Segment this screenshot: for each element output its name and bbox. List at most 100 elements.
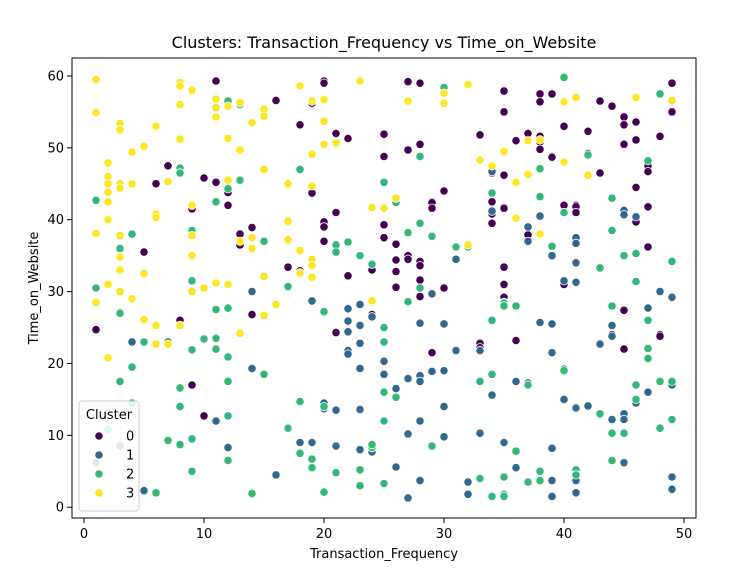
point-cluster-1 <box>667 472 677 482</box>
point-cluster-3 <box>631 92 641 103</box>
point-cluster-3 <box>283 216 293 226</box>
point-cluster-3 <box>307 149 317 159</box>
point-cluster-0 <box>331 327 341 338</box>
point-cluster-2 <box>247 488 257 499</box>
point-cluster-1 <box>559 276 569 286</box>
point-cluster-1 <box>427 366 437 376</box>
point-cluster-3 <box>187 286 197 297</box>
point-cluster-3 <box>463 80 473 90</box>
point-cluster-3 <box>259 111 269 121</box>
point-cluster-3 <box>535 135 545 145</box>
point-cluster-3 <box>139 314 149 325</box>
point-cluster-2 <box>139 337 149 347</box>
point-cluster-0 <box>535 89 545 99</box>
point-cluster-2 <box>199 334 209 344</box>
point-cluster-2 <box>559 366 569 376</box>
point-cluster-1 <box>391 383 401 394</box>
point-cluster-0 <box>199 411 209 421</box>
y-axis-ticks: 0 10 20 30 40 50 60 <box>47 69 72 516</box>
point-cluster-1 <box>439 319 449 329</box>
point-cluster-1 <box>451 345 461 356</box>
point-cluster-2 <box>607 455 617 466</box>
point-cluster-2 <box>403 297 413 307</box>
y-tick-label: 50 <box>47 141 64 156</box>
point-cluster-0 <box>343 133 353 144</box>
point-cluster-2 <box>223 455 233 466</box>
point-cluster-1 <box>547 443 557 453</box>
point-cluster-0 <box>643 167 653 177</box>
point-cluster-2 <box>535 466 545 476</box>
point-cluster-1 <box>667 292 677 302</box>
point-cluster-0 <box>499 279 509 289</box>
point-cluster-3 <box>139 141 149 151</box>
point-cluster-3 <box>403 96 413 106</box>
point-cluster-1 <box>463 489 473 499</box>
legend-label-3: 3 <box>126 487 134 502</box>
point-cluster-1 <box>463 477 473 487</box>
point-cluster-0 <box>403 254 413 264</box>
point-cluster-3 <box>475 155 485 165</box>
point-cluster-0 <box>499 203 509 213</box>
point-cluster-2 <box>331 247 341 257</box>
point-cluster-0 <box>223 200 233 210</box>
point-cluster-1 <box>343 349 353 359</box>
point-cluster-3 <box>559 97 569 107</box>
point-cluster-2 <box>487 369 497 379</box>
point-cluster-1 <box>415 475 425 486</box>
point-cluster-0 <box>211 76 221 86</box>
point-cluster-3 <box>523 136 533 146</box>
point-cluster-2 <box>355 465 365 475</box>
point-cluster-0 <box>211 177 221 187</box>
point-cluster-0 <box>475 130 485 140</box>
legend-marker-1 <box>94 450 104 460</box>
point-cluster-3 <box>283 235 293 245</box>
point-cluster-3 <box>103 197 113 207</box>
point-cluster-1 <box>343 316 353 326</box>
point-cluster-0 <box>643 202 653 212</box>
point-cluster-2 <box>91 195 101 205</box>
point-cluster-2 <box>367 440 377 450</box>
point-cluster-2 <box>235 175 245 185</box>
point-cluster-1 <box>547 475 557 486</box>
chart-title: Clusters: Transaction_Frequency vs Time_… <box>172 33 597 53</box>
point-cluster-2 <box>559 207 569 218</box>
y-tick-label: 30 <box>47 285 64 300</box>
point-cluster-2 <box>499 472 509 482</box>
point-cluster-2 <box>535 192 545 202</box>
point-cluster-3 <box>91 75 101 85</box>
point-cluster-1 <box>547 319 557 329</box>
point-cluster-1 <box>379 356 389 366</box>
point-cluster-2 <box>115 308 125 318</box>
point-cluster-2 <box>379 177 389 187</box>
point-cluster-1 <box>607 320 617 330</box>
point-cluster-1 <box>619 458 629 468</box>
point-cluster-3 <box>139 268 149 279</box>
point-cluster-1 <box>403 373 413 384</box>
point-cluster-2 <box>127 362 137 372</box>
point-cluster-3 <box>307 272 317 282</box>
point-cluster-2 <box>547 241 557 251</box>
legend-label-1: 1 <box>126 449 134 464</box>
point-cluster-2 <box>115 243 125 254</box>
point-cluster-0 <box>619 305 629 315</box>
point-cluster-2 <box>655 376 665 386</box>
point-cluster-1 <box>523 236 533 246</box>
point-cluster-3 <box>235 328 245 338</box>
point-cluster-3 <box>247 233 257 243</box>
point-cluster-3 <box>175 100 185 110</box>
point-cluster-1 <box>367 312 377 322</box>
point-cluster-0 <box>499 86 509 96</box>
point-cluster-2 <box>415 283 425 293</box>
point-cluster-2 <box>595 263 605 273</box>
point-cluster-2 <box>379 337 389 347</box>
point-cluster-0 <box>655 331 665 341</box>
point-cluster-0 <box>619 344 629 354</box>
point-cluster-2 <box>523 380 533 390</box>
point-cluster-3 <box>235 145 245 155</box>
point-cluster-0 <box>535 97 545 107</box>
point-cluster-3 <box>259 164 269 174</box>
point-cluster-2 <box>223 303 233 313</box>
legend-box <box>78 400 140 512</box>
point-cluster-0 <box>415 261 425 271</box>
point-cluster-3 <box>103 179 113 189</box>
